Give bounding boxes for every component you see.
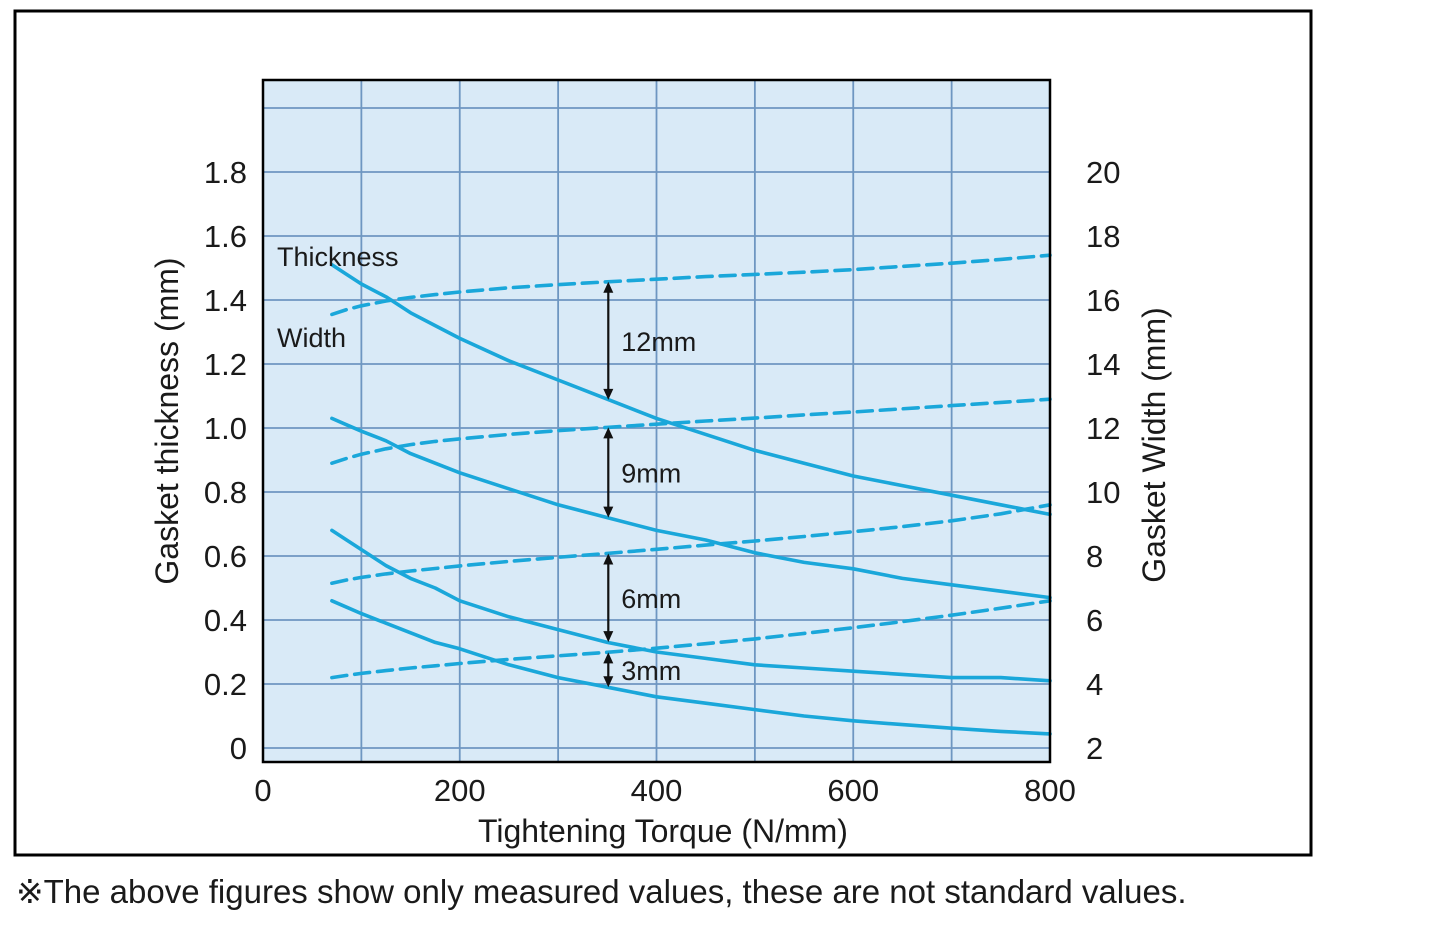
annotation-label: 12mm <box>621 327 696 357</box>
left-axis-tick: 0.8 <box>204 475 247 510</box>
thickness-curves-label: Thickness <box>277 242 399 272</box>
plot-border <box>261 78 1052 764</box>
left-axis-tick: 0.2 <box>204 667 247 702</box>
curve-width-6mm <box>330 502 1052 586</box>
arrow-head-down <box>603 388 614 400</box>
arrow-head-down <box>603 506 614 518</box>
arrow-head-up <box>603 281 614 293</box>
curve-width-3mm <box>330 598 1052 680</box>
left-axis-tick: 0 <box>230 731 247 766</box>
left-axis-tick: 0.6 <box>204 539 247 574</box>
right-axis-tick: 4 <box>1086 667 1103 702</box>
curve-thickness-12mm <box>330 262 1052 517</box>
annotation-label: 6mm <box>621 584 681 614</box>
arrow-head-down <box>603 676 614 688</box>
right-axis-tick: 10 <box>1086 475 1120 510</box>
right-axis-tick: 6 <box>1086 603 1103 638</box>
figure-border <box>13 9 1313 857</box>
arrow-head-down <box>603 631 614 643</box>
figure-note: ※The above figures show only measured va… <box>16 873 1187 910</box>
left-axis-tick: 1.6 <box>204 219 247 254</box>
annotation-label: 9mm <box>621 458 681 488</box>
x-axis-tick: 800 <box>1024 773 1076 808</box>
x-axis-tick: 200 <box>434 773 486 808</box>
right-axis-tick: 20 <box>1086 155 1120 190</box>
left-axis-tick: 1.4 <box>204 283 247 318</box>
x-axis-tick: 400 <box>631 773 683 808</box>
arrow-head-up <box>603 427 614 439</box>
arrow-head-up <box>603 652 614 664</box>
right-axis-tick: 14 <box>1086 347 1120 382</box>
right-axis-title: Gasket Width (mm) <box>1136 307 1172 583</box>
left-axis-title: Gasket thickness (mm) <box>149 257 185 584</box>
left-axis-tick: 0.4 <box>204 603 247 638</box>
x-axis-title: Tightening Torque (N/mm) <box>478 813 848 849</box>
right-axis-tick: 8 <box>1086 539 1103 574</box>
arrow-head-up <box>603 553 614 565</box>
curve-width-9mm <box>330 397 1052 466</box>
left-axis-tick: 1.8 <box>204 155 247 190</box>
left-axis-tick: 1.2 <box>204 347 247 382</box>
x-axis-tick: 0 <box>254 773 271 808</box>
curve-thickness-9mm <box>330 416 1052 600</box>
curve-thickness-6mm <box>330 528 1052 683</box>
x-axis-tick: 600 <box>827 773 879 808</box>
chart-static-labels: Gasket thickness (mm) Gasket Width (mm) … <box>13 9 1313 857</box>
width-curves-label: Width <box>277 323 346 353</box>
chart-dynamic-layer: 0 0.2 0.4 0.6 0.8 1.0 1.2 1.4 1.6 1.8 2 4 6 8 10 12 14 16… <box>204 80 1120 808</box>
right-axis-tick: 2 <box>1086 731 1103 766</box>
annotation-label: 3mm <box>621 656 681 686</box>
left-axis-tick: 1.0 <box>204 411 247 446</box>
curve-width-12mm <box>330 253 1052 317</box>
right-axis-tick: 16 <box>1086 283 1120 318</box>
curve-thickness-3mm <box>330 598 1052 736</box>
right-axis-tick: 18 <box>1086 219 1120 254</box>
right-axis-tick: 12 <box>1086 411 1120 446</box>
